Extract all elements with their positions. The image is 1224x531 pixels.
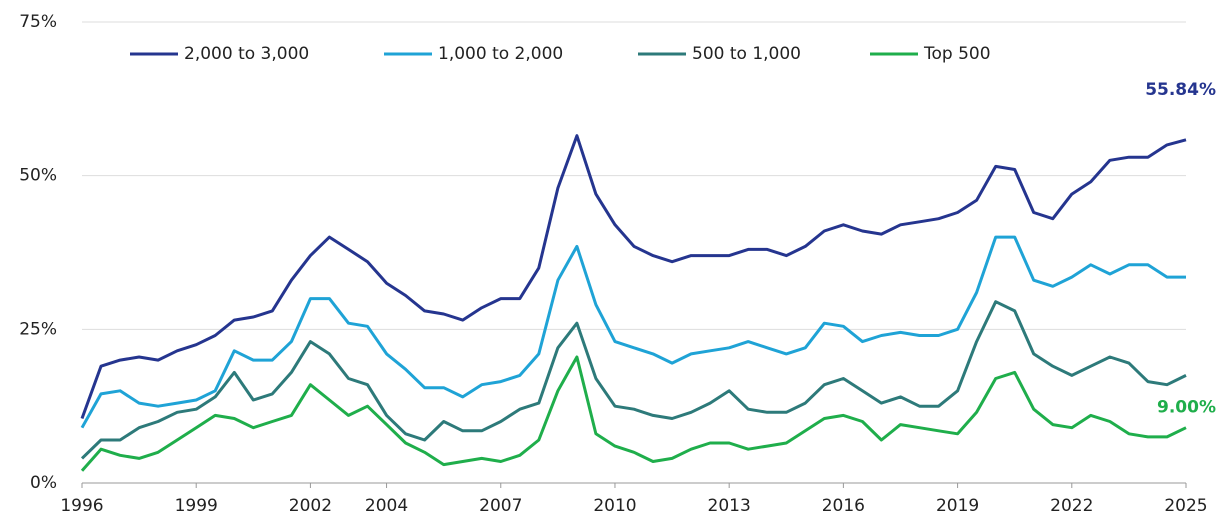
- series-line: [80, 134, 1187, 420]
- legend-label: 2,000 to 3,000: [184, 44, 309, 64]
- x-tick-label: 2002: [289, 496, 332, 516]
- x-tick-label: 2019: [936, 496, 979, 516]
- legend-label: 1,000 to 2,000: [438, 44, 563, 64]
- y-tick-label: 75%: [19, 12, 57, 32]
- y-tick-label: 25%: [19, 319, 57, 339]
- x-tick-label: 2016: [822, 496, 865, 516]
- legend-label: 500 to 1,000: [692, 44, 801, 64]
- x-tick-label: 2010: [593, 496, 636, 516]
- x-tick-label: 2007: [479, 496, 522, 516]
- x-tick-label: 1996: [60, 496, 103, 516]
- y-tick-label: 50%: [19, 166, 57, 186]
- x-tick-label: 2004: [365, 496, 408, 516]
- x-tick-label: 1999: [175, 496, 218, 516]
- legend-label: Top 500: [923, 44, 991, 64]
- y-tick-label: 0%: [30, 473, 57, 493]
- series-line: [80, 235, 1186, 429]
- x-tick-label: 2022: [1050, 496, 1093, 516]
- series-line: [80, 300, 1187, 460]
- end-label: 55.84%: [1145, 80, 1216, 100]
- x-tick-label: 2025: [1164, 496, 1207, 516]
- series-line: [80, 355, 1187, 472]
- end-label: 9.00%: [1157, 398, 1216, 418]
- x-tick-label: 2013: [708, 496, 751, 516]
